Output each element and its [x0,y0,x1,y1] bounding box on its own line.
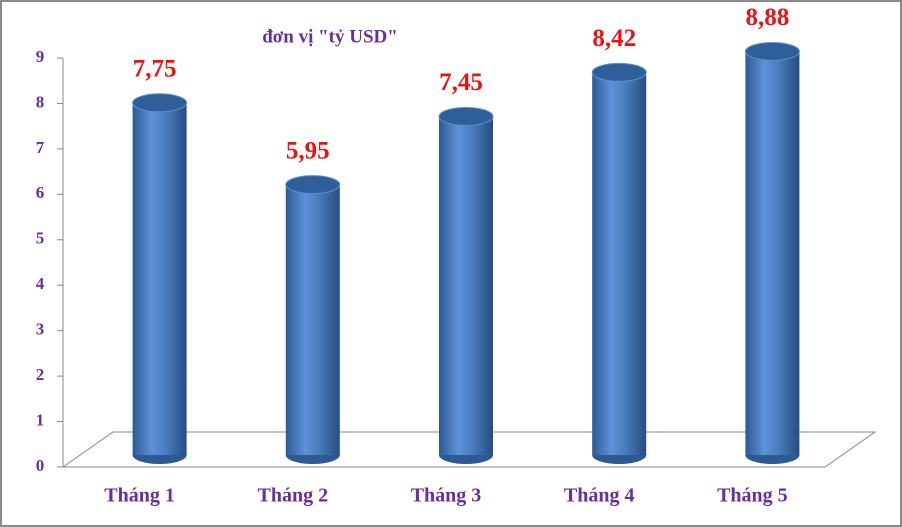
y-tick-label: 3 [36,320,45,339]
bar-top [744,41,800,61]
y-tick-label: 5 [36,229,45,248]
x-tick-label: Tháng 4 [564,485,635,507]
bar-body [745,51,800,455]
y-tick-label: 7 [36,138,45,157]
y-tick-label: 9 [36,47,45,66]
bar [438,106,494,464]
bar-body [439,116,493,455]
y-tick-label: 4 [36,274,45,293]
x-tick-label: Tháng 1 [104,485,175,507]
value-label: 7,45 [439,69,483,96]
bar-top [285,175,341,195]
bar-body [132,102,187,456]
value-label: 8,88 [746,4,790,31]
bar [285,175,341,464]
x-tick-label: Tháng 2 [258,485,329,507]
bar [744,41,800,464]
y-tick-label: 2 [36,365,45,384]
bar [591,62,647,464]
bar-top [591,62,647,82]
y-tick-label: 6 [36,183,45,202]
y-tick-label: 1 [36,410,45,429]
y-tick-label: 0 [36,456,45,475]
floor [61,431,877,468]
value-label: 7,75 [133,56,177,83]
x-tick-label: Tháng 3 [411,485,482,507]
value-label: 8,42 [592,25,636,52]
bar-body [592,72,647,455]
y-tick-label: 8 [36,92,45,111]
x-tick-label: Tháng 5 [717,485,788,507]
chart-title: đơn vị "tỷ USD" [262,26,398,47]
bar-top [438,106,494,126]
bar-body [285,184,340,455]
bar [132,93,188,464]
value-label: 5,95 [286,137,330,164]
bar-top [132,93,188,113]
